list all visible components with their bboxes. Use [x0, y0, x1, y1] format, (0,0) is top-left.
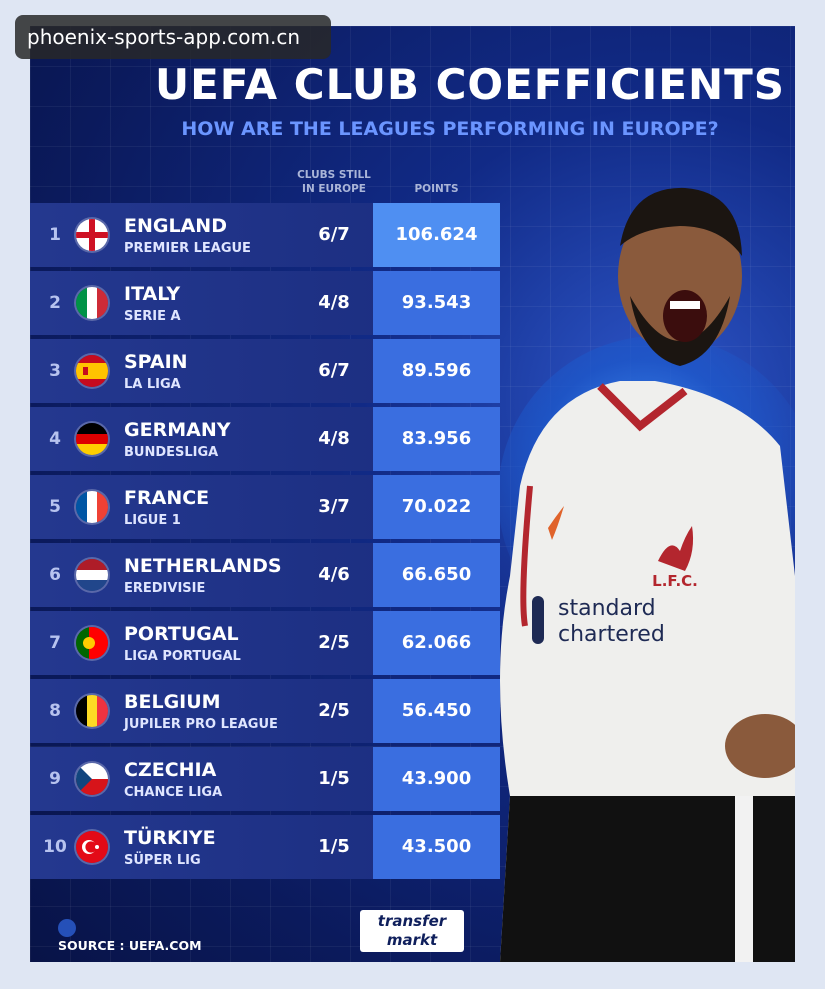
rank-number: 8: [49, 701, 61, 721]
spain-flag-icon: [76, 355, 108, 387]
league-name: LA LIGA: [124, 377, 181, 392]
league-name: SÜPER LIG: [124, 853, 201, 868]
country-name: CZECHIA: [124, 759, 217, 781]
league-name: SERIE A: [124, 309, 181, 324]
table-row: 9 CZECHIA CHANCE LIGA 1/5 43.900: [30, 747, 500, 811]
table-row: 6 NETHERLANDS EREDIVISIE 4/6 66.650: [30, 543, 500, 607]
clubs-remaining: 1/5: [318, 768, 350, 789]
clubs-remaining: 3/7: [318, 496, 350, 517]
points-value: 89.596: [373, 339, 500, 403]
clubs-remaining: 1/5: [318, 836, 350, 857]
rank-number: 1: [49, 225, 61, 245]
watermark: phoenix-sports-app.com.cn: [15, 15, 331, 59]
country-name: BELGIUM: [124, 691, 221, 713]
logo-line1: transfer: [377, 912, 447, 930]
country-name: SPAIN: [124, 351, 188, 373]
clubs-header-line1: CLUBS STILL: [297, 169, 371, 181]
clubs-remaining: 2/5: [318, 632, 350, 653]
league-name: PREMIER LEAGUE: [124, 241, 251, 256]
clubs-remaining: 4/8: [318, 428, 350, 449]
swoosh-icon: [548, 506, 564, 540]
rank-number: 3: [49, 361, 61, 381]
italy-flag-icon: [76, 287, 108, 319]
table-row: 10 TÜRKIYE SÜPER LIG 1/5 43.500: [30, 815, 500, 879]
rank-number: 2: [49, 293, 61, 313]
league-name: LIGUE 1: [124, 513, 181, 528]
belgium-flag-icon: [76, 695, 108, 727]
table-row: 1 ENGLAND PREMIER LEAGUE 6/7 106.624: [30, 203, 500, 267]
points-value: 70.022: [373, 475, 500, 539]
infographic-card: UEFA CLUB COEFFICIENTS HOW ARE THE LEAGU…: [30, 26, 795, 962]
clubs-column-header: CLUBS STILL IN EUROPE: [292, 168, 376, 196]
dot-decoration: [58, 919, 76, 937]
points-value: 43.500: [373, 815, 500, 879]
player-illustration: L.F.C. standard chartered: [500, 187, 795, 962]
league-name: JUPILER PRO LEAGUE: [124, 717, 278, 732]
table-row: 4 GERMANY BUNDESLIGA 4/8 83.956: [30, 407, 500, 471]
france-flag-icon: [76, 491, 108, 523]
table-row: 7 PORTUGAL LIGA PORTUGAL 2/5 62.066: [30, 611, 500, 675]
league-name: CHANCE LIGA: [124, 785, 223, 800]
table-row: 8 BELGIUM JUPILER PRO LEAGUE 2/5 56.450: [30, 679, 500, 743]
country-name: TÜRKIYE: [124, 827, 216, 849]
source-label: SOURCE : UEFA.COM: [58, 938, 202, 953]
table-row: 2 ITALY SERIE A 4/8 93.543: [30, 271, 500, 335]
rank-number: 6: [49, 565, 61, 585]
league-name: BUNDESLIGA: [124, 445, 219, 460]
clubs-remaining: 6/7: [318, 224, 350, 245]
clubs-remaining: 4/8: [318, 292, 350, 313]
table-row: 3 SPAIN LA LIGA 6/7 89.596: [30, 339, 500, 403]
points-column-header: POINTS: [414, 183, 459, 195]
logo-line2: markt: [386, 931, 438, 949]
sponsor-logo-icon: [532, 596, 544, 644]
england-flag-icon: [76, 219, 108, 251]
clubs-header-line2: IN EUROPE: [302, 183, 366, 195]
czechia-flag-icon: [76, 763, 108, 795]
transfermarkt-logo: transfer markt: [360, 910, 464, 952]
rank-number: 4: [49, 429, 61, 449]
points-value: 62.066: [373, 611, 500, 675]
points-value: 56.450: [373, 679, 500, 743]
rank-number: 5: [49, 497, 61, 517]
country-name: NETHERLANDS: [124, 555, 282, 577]
portugal-flag-icon: [76, 627, 108, 659]
points-value: 83.956: [373, 407, 500, 471]
rank-number: 10: [43, 837, 67, 857]
points-value: 66.650: [373, 543, 500, 607]
country-name: FRANCE: [124, 487, 210, 509]
clubs-remaining: 6/7: [318, 360, 350, 381]
league-name: EREDIVISIE: [124, 581, 206, 596]
lfc-crest-icon: [658, 526, 694, 571]
page-title: UEFA CLUB COEFFICIENTS: [154, 60, 786, 109]
points-value: 43.900: [373, 747, 500, 811]
sponsor-line2: chartered: [558, 622, 665, 647]
netherlands-flag-icon: [76, 559, 108, 591]
country-name: ENGLAND: [124, 215, 227, 237]
page-subtitle: HOW ARE THE LEAGUES PERFORMING IN EUROPE…: [181, 118, 719, 140]
points-value: 106.624: [373, 203, 500, 267]
rank-number: 7: [49, 633, 61, 653]
table-row: 5 FRANCE LIGUE 1 3/7 70.022: [30, 475, 500, 539]
crest-text: L.F.C.: [652, 572, 698, 590]
clubs-remaining: 2/5: [318, 700, 350, 721]
country-name: GERMANY: [124, 419, 231, 441]
clubs-remaining: 4/6: [318, 564, 350, 585]
country-name: ITALY: [124, 283, 181, 305]
points-value: 93.543: [373, 271, 500, 335]
germany-flag-icon: [76, 423, 108, 455]
turkiye-flag-icon: [76, 831, 108, 863]
country-name: PORTUGAL: [124, 623, 239, 645]
league-name: LIGA PORTUGAL: [124, 649, 241, 664]
sponsor-line1: standard: [558, 596, 656, 621]
rank-number: 9: [49, 769, 61, 789]
